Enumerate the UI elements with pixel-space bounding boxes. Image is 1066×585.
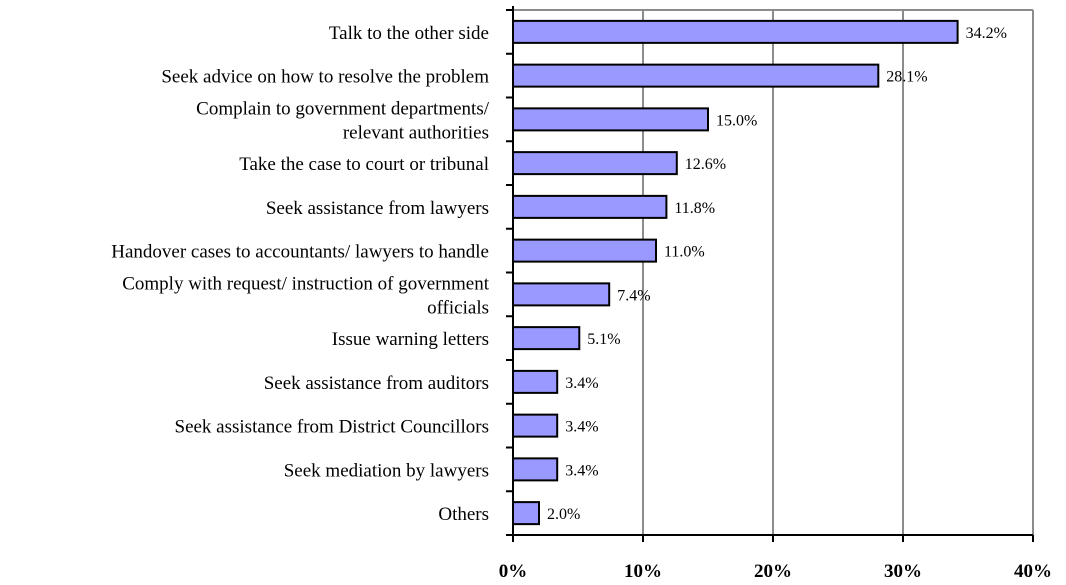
category-label-4-line-0: Seek assistance from lawyers xyxy=(266,198,489,219)
bar-8 xyxy=(512,369,559,394)
category-label-1-line-0: Seek advice on how to resolve the proble… xyxy=(161,67,489,88)
category-label-3: Take the case to court or tribunal xyxy=(239,154,489,175)
gridlines xyxy=(513,9,1034,535)
bar-4 xyxy=(512,194,668,219)
category-label-7: Issue warning letters xyxy=(332,329,489,350)
category-label-10: Seek mediation by lawyers xyxy=(284,460,489,481)
bar-11 xyxy=(512,501,540,526)
value-label-11: 2.0% xyxy=(547,506,580,523)
x-tick-label-0: 0% xyxy=(499,561,528,582)
value-label-6: 7.4% xyxy=(617,287,650,304)
category-label-5-line-0: Handover cases to accountants/ lawyers t… xyxy=(111,242,489,263)
value-label-5: 11.0% xyxy=(664,244,705,261)
value-label-1: 28.1% xyxy=(886,69,927,86)
category-label-5: Handover cases to accountants/ lawyers t… xyxy=(111,242,489,263)
bars xyxy=(512,19,959,526)
axes xyxy=(506,6,1034,542)
bar-5 xyxy=(512,238,657,263)
category-label-11: Others xyxy=(438,504,489,525)
x-tick-label-3: 30% xyxy=(884,561,922,582)
category-label-8-line-0: Seek assistance from auditors xyxy=(264,373,489,394)
category-label-11-line-0: Others xyxy=(438,504,489,525)
x-tick-label-4: 40% xyxy=(1014,561,1052,582)
category-label-0-line-0: Talk to the other side xyxy=(329,23,489,44)
category-label-2-line-1: relevant authorities xyxy=(343,122,489,143)
bar-10 xyxy=(512,457,559,482)
bar-7 xyxy=(512,326,581,351)
value-label-3: 12.6% xyxy=(685,156,726,173)
category-label-8: Seek assistance from auditors xyxy=(264,373,489,394)
category-label-0: Talk to the other side xyxy=(329,23,489,44)
value-label-8: 3.4% xyxy=(565,375,598,392)
value-label-7: 5.1% xyxy=(587,331,620,348)
category-label-9-line-0: Seek assistance from District Councillor… xyxy=(175,417,490,438)
bar-1 xyxy=(512,63,880,88)
value-label-2: 15.0% xyxy=(716,112,757,129)
value-label-10: 3.4% xyxy=(565,462,598,479)
bar-0 xyxy=(512,19,959,44)
category-label-7-line-0: Issue warning letters xyxy=(332,329,489,350)
category-label-10-line-0: Seek mediation by lawyers xyxy=(284,460,489,481)
category-label-6-line-1: officials xyxy=(427,297,489,318)
x-tick-label-1: 10% xyxy=(624,561,662,582)
bar-6 xyxy=(512,282,611,307)
category-label-2-line-0: Complain to government departments/ xyxy=(196,98,490,119)
category-label-6-line-0: Comply with request/ instruction of gove… xyxy=(122,273,489,294)
category-label-1: Seek advice on how to resolve the proble… xyxy=(161,67,489,88)
labels: 34.2% Talk to the other side 28.1% Seek adv… xyxy=(111,23,1052,582)
value-label-4: 11.8% xyxy=(674,200,715,217)
bar-3 xyxy=(512,151,678,176)
value-label-0: 34.2% xyxy=(966,25,1007,42)
category-label-3-line-0: Take the case to court or tribunal xyxy=(239,154,489,175)
bar-9 xyxy=(512,413,559,438)
category-label-4: Seek assistance from lawyers xyxy=(266,198,489,219)
bar-2 xyxy=(512,107,709,132)
value-label-9: 3.4% xyxy=(565,419,598,436)
x-tick-label-2: 20% xyxy=(754,561,792,582)
category-label-2: Complain to government departments/relev… xyxy=(196,98,490,143)
category-label-9: Seek assistance from District Councillor… xyxy=(175,417,490,438)
category-label-6: Comply with request/ instruction of gove… xyxy=(122,273,489,318)
